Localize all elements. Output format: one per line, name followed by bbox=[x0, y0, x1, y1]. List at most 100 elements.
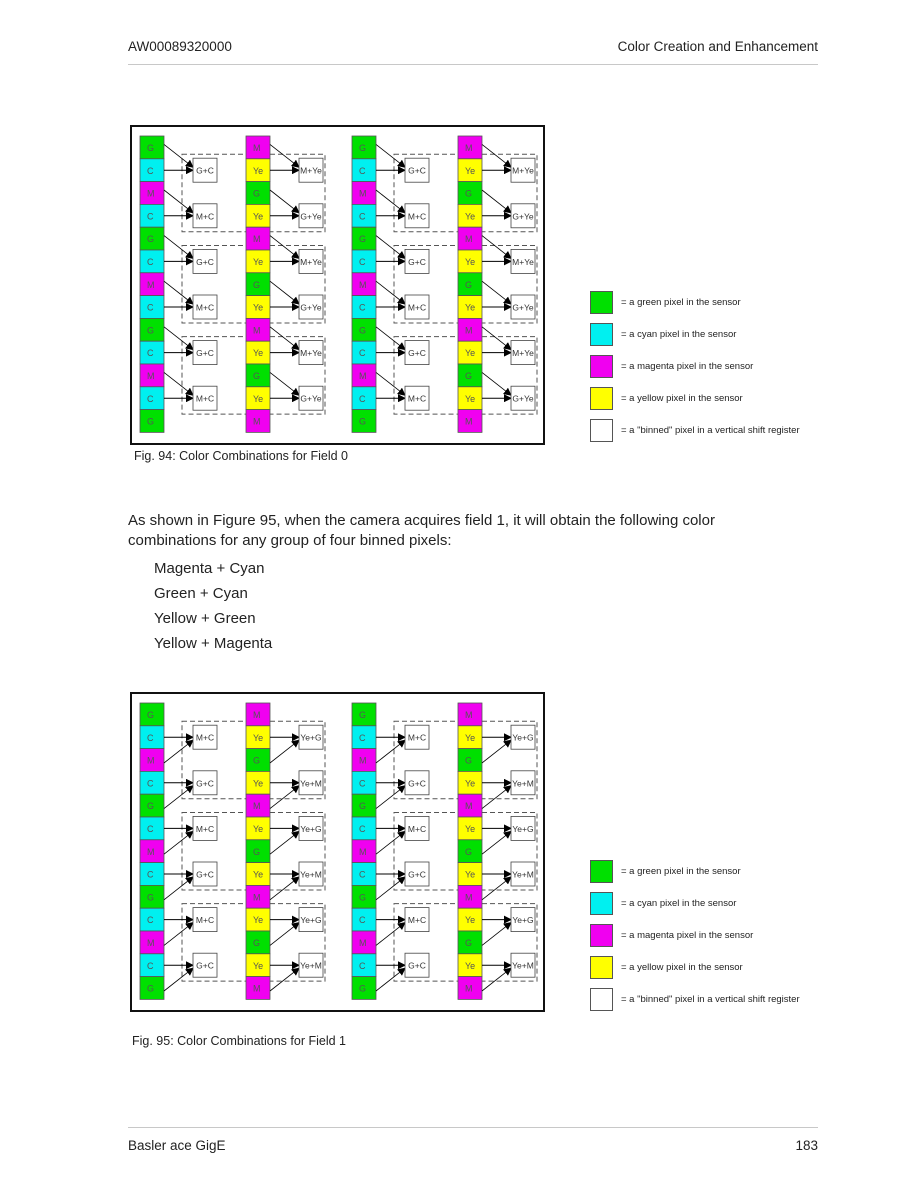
list-item: Green + Cyan bbox=[154, 585, 248, 602]
binned-pixel bbox=[298, 724, 324, 750]
binned-pixel bbox=[404, 157, 430, 183]
binned-pixel-label: M+C bbox=[196, 394, 214, 404]
pixel-label: G bbox=[465, 938, 472, 948]
arrow bbox=[481, 326, 512, 351]
arrow bbox=[375, 235, 406, 260]
binned-pixel-label: M+C bbox=[408, 303, 426, 313]
legend-swatch bbox=[590, 956, 613, 979]
binned-pixel bbox=[298, 340, 324, 366]
pixel-label: G bbox=[147, 710, 154, 720]
figure-94-diagram: G C M C G C M C G C M C G G+C M+C G+C M+C G+C M+C M Ye G Ye M Ye… bbox=[130, 125, 545, 445]
binned-pixel-label: M+Ye bbox=[512, 348, 534, 358]
header-rule bbox=[128, 64, 818, 65]
binned-pixel bbox=[510, 294, 536, 320]
binned-pixel bbox=[404, 249, 430, 274]
binned-pixel bbox=[404, 340, 430, 366]
pixel-label: C bbox=[359, 778, 366, 788]
arrow bbox=[375, 876, 406, 901]
pixel-label: C bbox=[147, 394, 154, 404]
legend-swatch bbox=[590, 355, 613, 378]
sensor-pixel bbox=[139, 976, 165, 1000]
arrow bbox=[163, 235, 194, 260]
binned-pixel-label: Ye+G bbox=[300, 915, 321, 925]
header-section-title: Color Creation and Enhancement bbox=[617, 39, 818, 54]
pixel-label: Ye bbox=[465, 915, 475, 925]
pixel-label: C bbox=[359, 211, 366, 221]
binned-pixel bbox=[404, 861, 430, 887]
diagram-canvas: G C M C G C M C G C M C G G+C M+C G+C M+C G+C M+C M Ye G Ye M Ye… bbox=[139, 135, 538, 433]
arrow bbox=[269, 235, 300, 260]
pixel-label: Ye bbox=[465, 824, 475, 834]
binned-pixel bbox=[404, 952, 430, 978]
binned-pixel bbox=[298, 861, 324, 887]
pixel-label: Ye bbox=[253, 166, 263, 176]
binned-pixel bbox=[298, 203, 324, 229]
binned-pixel-label: G+C bbox=[196, 166, 214, 176]
binned-pixel bbox=[298, 157, 324, 183]
pixel-label: G bbox=[359, 710, 366, 720]
arrow bbox=[269, 189, 300, 214]
binned-pixel bbox=[510, 907, 536, 933]
arrow bbox=[163, 785, 194, 809]
pixel-label: G bbox=[147, 234, 154, 244]
pixel-label: M bbox=[359, 371, 367, 381]
pixel-label: G bbox=[359, 234, 366, 244]
arrow bbox=[375, 189, 406, 214]
pixel-label: Ye bbox=[465, 961, 475, 971]
binned-pixel-label: M+Ye bbox=[300, 166, 322, 176]
legend-label: = a "binned" pixel in a vertical shift r… bbox=[621, 994, 800, 1005]
pixel-label: M bbox=[465, 710, 473, 720]
pixel-label: C bbox=[147, 778, 154, 788]
binned-pixel-label: Ye+G bbox=[300, 733, 321, 743]
pixel-label: M bbox=[359, 189, 367, 199]
pixel-label: C bbox=[147, 348, 154, 358]
binned-pixel-label: G+Ye bbox=[512, 211, 533, 221]
binned-pixel bbox=[510, 861, 536, 887]
arrow bbox=[269, 921, 300, 946]
binned-pixel bbox=[192, 724, 218, 750]
binned-pixel-label: M+Ye bbox=[512, 166, 534, 176]
binned-pixel bbox=[510, 724, 536, 750]
arrow bbox=[481, 921, 512, 946]
arrow bbox=[375, 144, 406, 168]
arrow bbox=[163, 967, 194, 992]
arrow bbox=[481, 967, 512, 992]
pixel-label: G bbox=[253, 189, 260, 199]
binned-pixel-label: G+C bbox=[196, 348, 214, 358]
pixel-label: C bbox=[147, 733, 154, 743]
pixel-label: C bbox=[147, 303, 154, 313]
arrow bbox=[163, 830, 194, 855]
binned-pixel-label: G+C bbox=[408, 257, 426, 267]
arrow bbox=[269, 372, 300, 396]
legend-label: = a yellow pixel in the sensor bbox=[621, 962, 743, 973]
binned-pixel bbox=[510, 157, 536, 183]
pixel-label: M bbox=[253, 984, 261, 994]
pixel-label: M bbox=[465, 143, 473, 153]
pixel-label: C bbox=[359, 870, 366, 880]
binned-pixel-label: M+Ye bbox=[300, 257, 322, 267]
arrow bbox=[481, 280, 512, 305]
binned-pixel bbox=[192, 952, 218, 978]
pixel-label: G bbox=[359, 417, 366, 427]
arrow bbox=[375, 921, 406, 946]
pixel-label: G bbox=[359, 801, 366, 811]
binned-pixel-label: Ye+M bbox=[512, 961, 534, 971]
binned-pixel bbox=[510, 770, 536, 796]
pixel-label: M bbox=[253, 143, 261, 153]
sensor-pixel bbox=[351, 976, 377, 1000]
binned-pixel bbox=[510, 952, 536, 978]
binned-pixel bbox=[298, 294, 324, 320]
legend-swatch bbox=[590, 291, 613, 314]
arrow bbox=[375, 280, 406, 305]
pixel-label: G bbox=[465, 280, 472, 290]
legend-label: = a green pixel in the sensor bbox=[621, 866, 741, 877]
binned-pixel bbox=[298, 385, 324, 411]
pixel-label: C bbox=[359, 303, 366, 313]
legend-swatch bbox=[590, 419, 613, 442]
pixel-label: M bbox=[465, 417, 473, 427]
pixel-label: M bbox=[465, 234, 473, 244]
arrow bbox=[375, 785, 406, 809]
pixel-label: Ye bbox=[253, 348, 263, 358]
binned-pixel-label: G+Ye bbox=[512, 394, 533, 404]
pixel-label: G bbox=[253, 371, 260, 381]
